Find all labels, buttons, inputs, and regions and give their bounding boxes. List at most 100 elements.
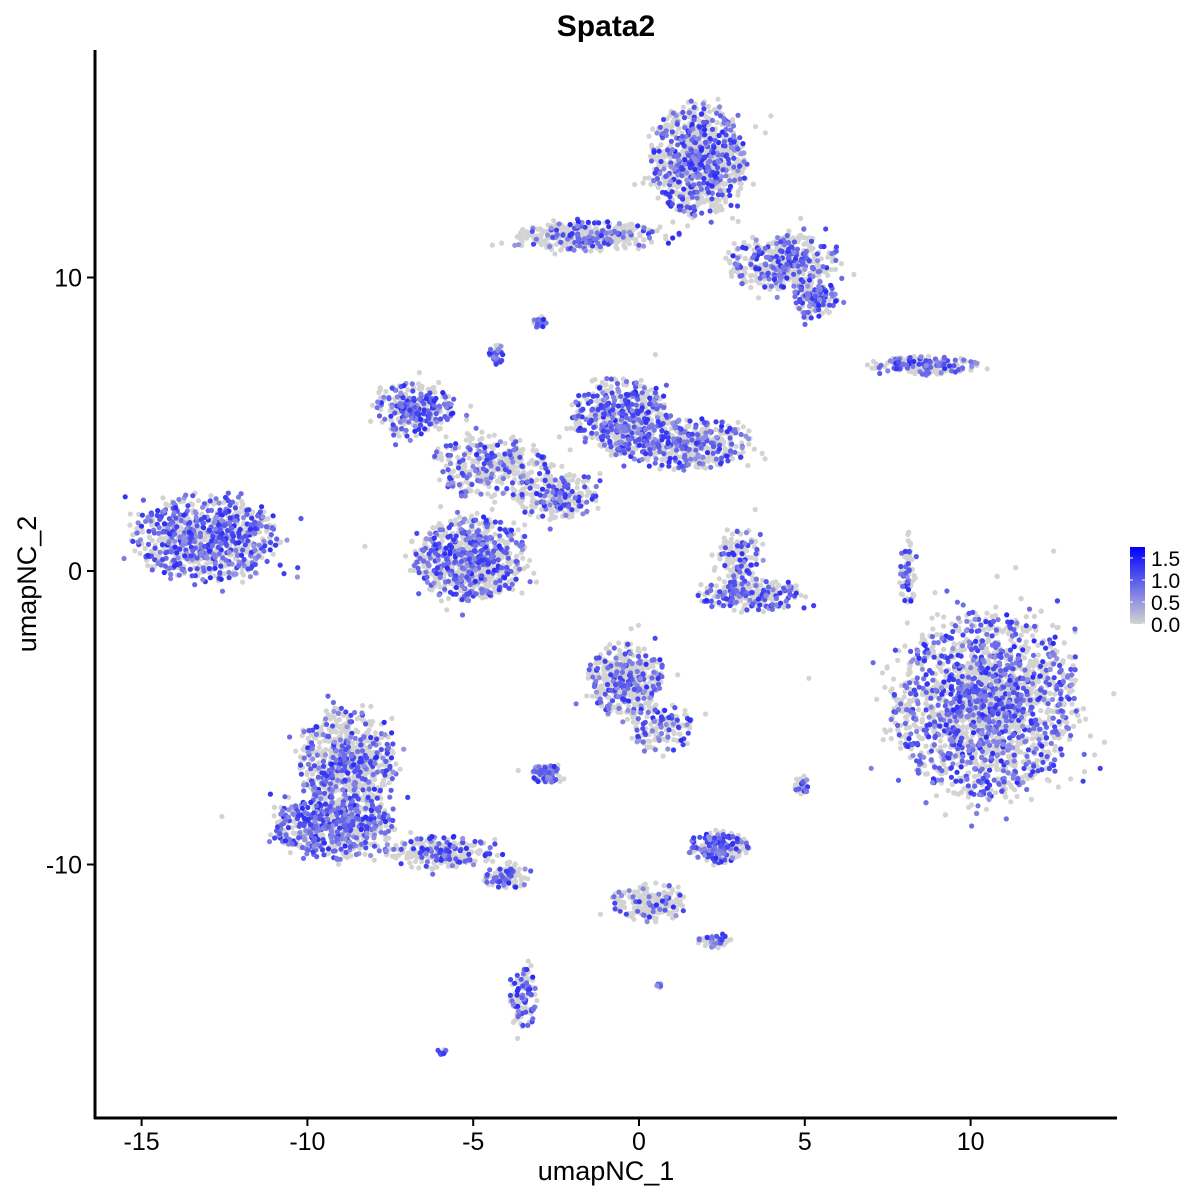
- cell-point: [884, 665, 890, 671]
- cell-point: [336, 717, 342, 723]
- cell-point: [951, 641, 957, 647]
- cell-point: [588, 248, 594, 254]
- cell-point: [597, 442, 603, 448]
- cell-point: [1000, 629, 1006, 635]
- cell-point: [721, 439, 727, 445]
- cell-point: [745, 463, 751, 469]
- cell-point: [729, 456, 736, 462]
- cell-point: [668, 451, 674, 457]
- cell-point: [713, 204, 719, 210]
- cell-point: [530, 447, 536, 453]
- cell-point: [937, 738, 944, 744]
- cell-point: [149, 537, 155, 544]
- cell-point: [362, 851, 368, 857]
- cell-point: [505, 473, 511, 479]
- cell-point: [397, 766, 403, 772]
- cell-point: [529, 457, 535, 463]
- cell-point: [641, 237, 647, 243]
- cell-point: [879, 670, 886, 676]
- cell-point: [527, 557, 533, 564]
- cell-point: [1008, 782, 1014, 788]
- cell-point: [470, 458, 476, 464]
- cell-point: [650, 126, 656, 132]
- cell-point: [344, 730, 350, 736]
- cell-point: [1029, 633, 1036, 639]
- cell-point: [431, 384, 437, 390]
- cell-point: [987, 762, 994, 769]
- cell-point: [796, 233, 802, 239]
- cell-point: [528, 469, 535, 475]
- cell-point: [697, 200, 703, 206]
- cell-point: [773, 249, 779, 255]
- cell-point: [753, 273, 759, 279]
- cell-point: [713, 426, 719, 432]
- cell-point: [1050, 622, 1056, 629]
- cell-point: [638, 377, 644, 383]
- cell-point: [444, 607, 450, 613]
- cell-point: [409, 539, 415, 545]
- cell-point: [704, 197, 710, 203]
- cell-point: [1028, 796, 1034, 803]
- cell-point: [461, 465, 467, 471]
- cell-point: [137, 550, 143, 557]
- cell-point: [671, 466, 677, 473]
- cell-point: [746, 441, 752, 447]
- cell-point: [479, 435, 485, 441]
- cell-point: [965, 660, 971, 666]
- cell-point: [556, 434, 563, 440]
- cell-point: [708, 203, 715, 209]
- cell-point: [722, 199, 729, 205]
- cell-point: [657, 224, 663, 230]
- cell-point: [966, 804, 972, 811]
- cell-point: [1069, 701, 1075, 707]
- cell-point: [1033, 658, 1039, 664]
- cell-point: [145, 563, 151, 569]
- cell-point: [941, 623, 947, 629]
- cell-point: [543, 237, 549, 243]
- cell-point: [759, 450, 765, 456]
- cell-point: [942, 812, 949, 818]
- cell-point: [489, 444, 495, 450]
- cell-point: [735, 172, 741, 178]
- cell-point: [1018, 632, 1024, 638]
- cell-point: [670, 219, 676, 225]
- cell-point: [317, 739, 323, 746]
- cell-point: [735, 419, 741, 425]
- cell-point: [731, 170, 737, 176]
- cell-point: [993, 604, 999, 610]
- cell-point: [713, 209, 719, 215]
- cell-point: [494, 478, 500, 484]
- cell-point: [906, 724, 913, 730]
- cell-point: [393, 761, 399, 767]
- cell-point: [933, 793, 940, 799]
- cell-point: [806, 675, 812, 681]
- cell-point: [723, 255, 729, 261]
- cell-point: [1029, 736, 1036, 742]
- cell-point: [727, 173, 733, 179]
- cell-point: [938, 744, 944, 750]
- cell-point: [750, 181, 756, 187]
- cell-point: [1045, 707, 1051, 713]
- cell-point: [1061, 640, 1067, 646]
- cell-point: [537, 226, 543, 232]
- cell-point: [517, 232, 523, 238]
- cell-point: [923, 701, 929, 707]
- cell-point: [726, 249, 732, 256]
- cell-point: [558, 247, 564, 253]
- cell-point: [741, 165, 747, 171]
- cell-point: [1014, 746, 1021, 752]
- cell-point: [963, 730, 969, 736]
- cell-point: [513, 464, 519, 470]
- cell-point: [455, 473, 461, 479]
- cell-point: [714, 119, 720, 126]
- cell-point: [322, 738, 328, 744]
- cell-point: [731, 241, 737, 247]
- cell-point: [1003, 794, 1009, 800]
- cell-point: [911, 722, 917, 728]
- cell-point: [984, 610, 990, 616]
- cell-point: [956, 628, 962, 634]
- cell-point: [552, 514, 559, 520]
- cell-point: [808, 247, 814, 253]
- cell-point: [469, 435, 475, 442]
